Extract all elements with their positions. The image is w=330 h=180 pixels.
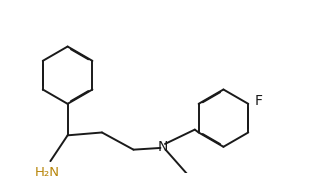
Text: H₂N: H₂N	[35, 166, 60, 179]
Text: F: F	[254, 94, 263, 108]
Text: N: N	[158, 140, 169, 154]
